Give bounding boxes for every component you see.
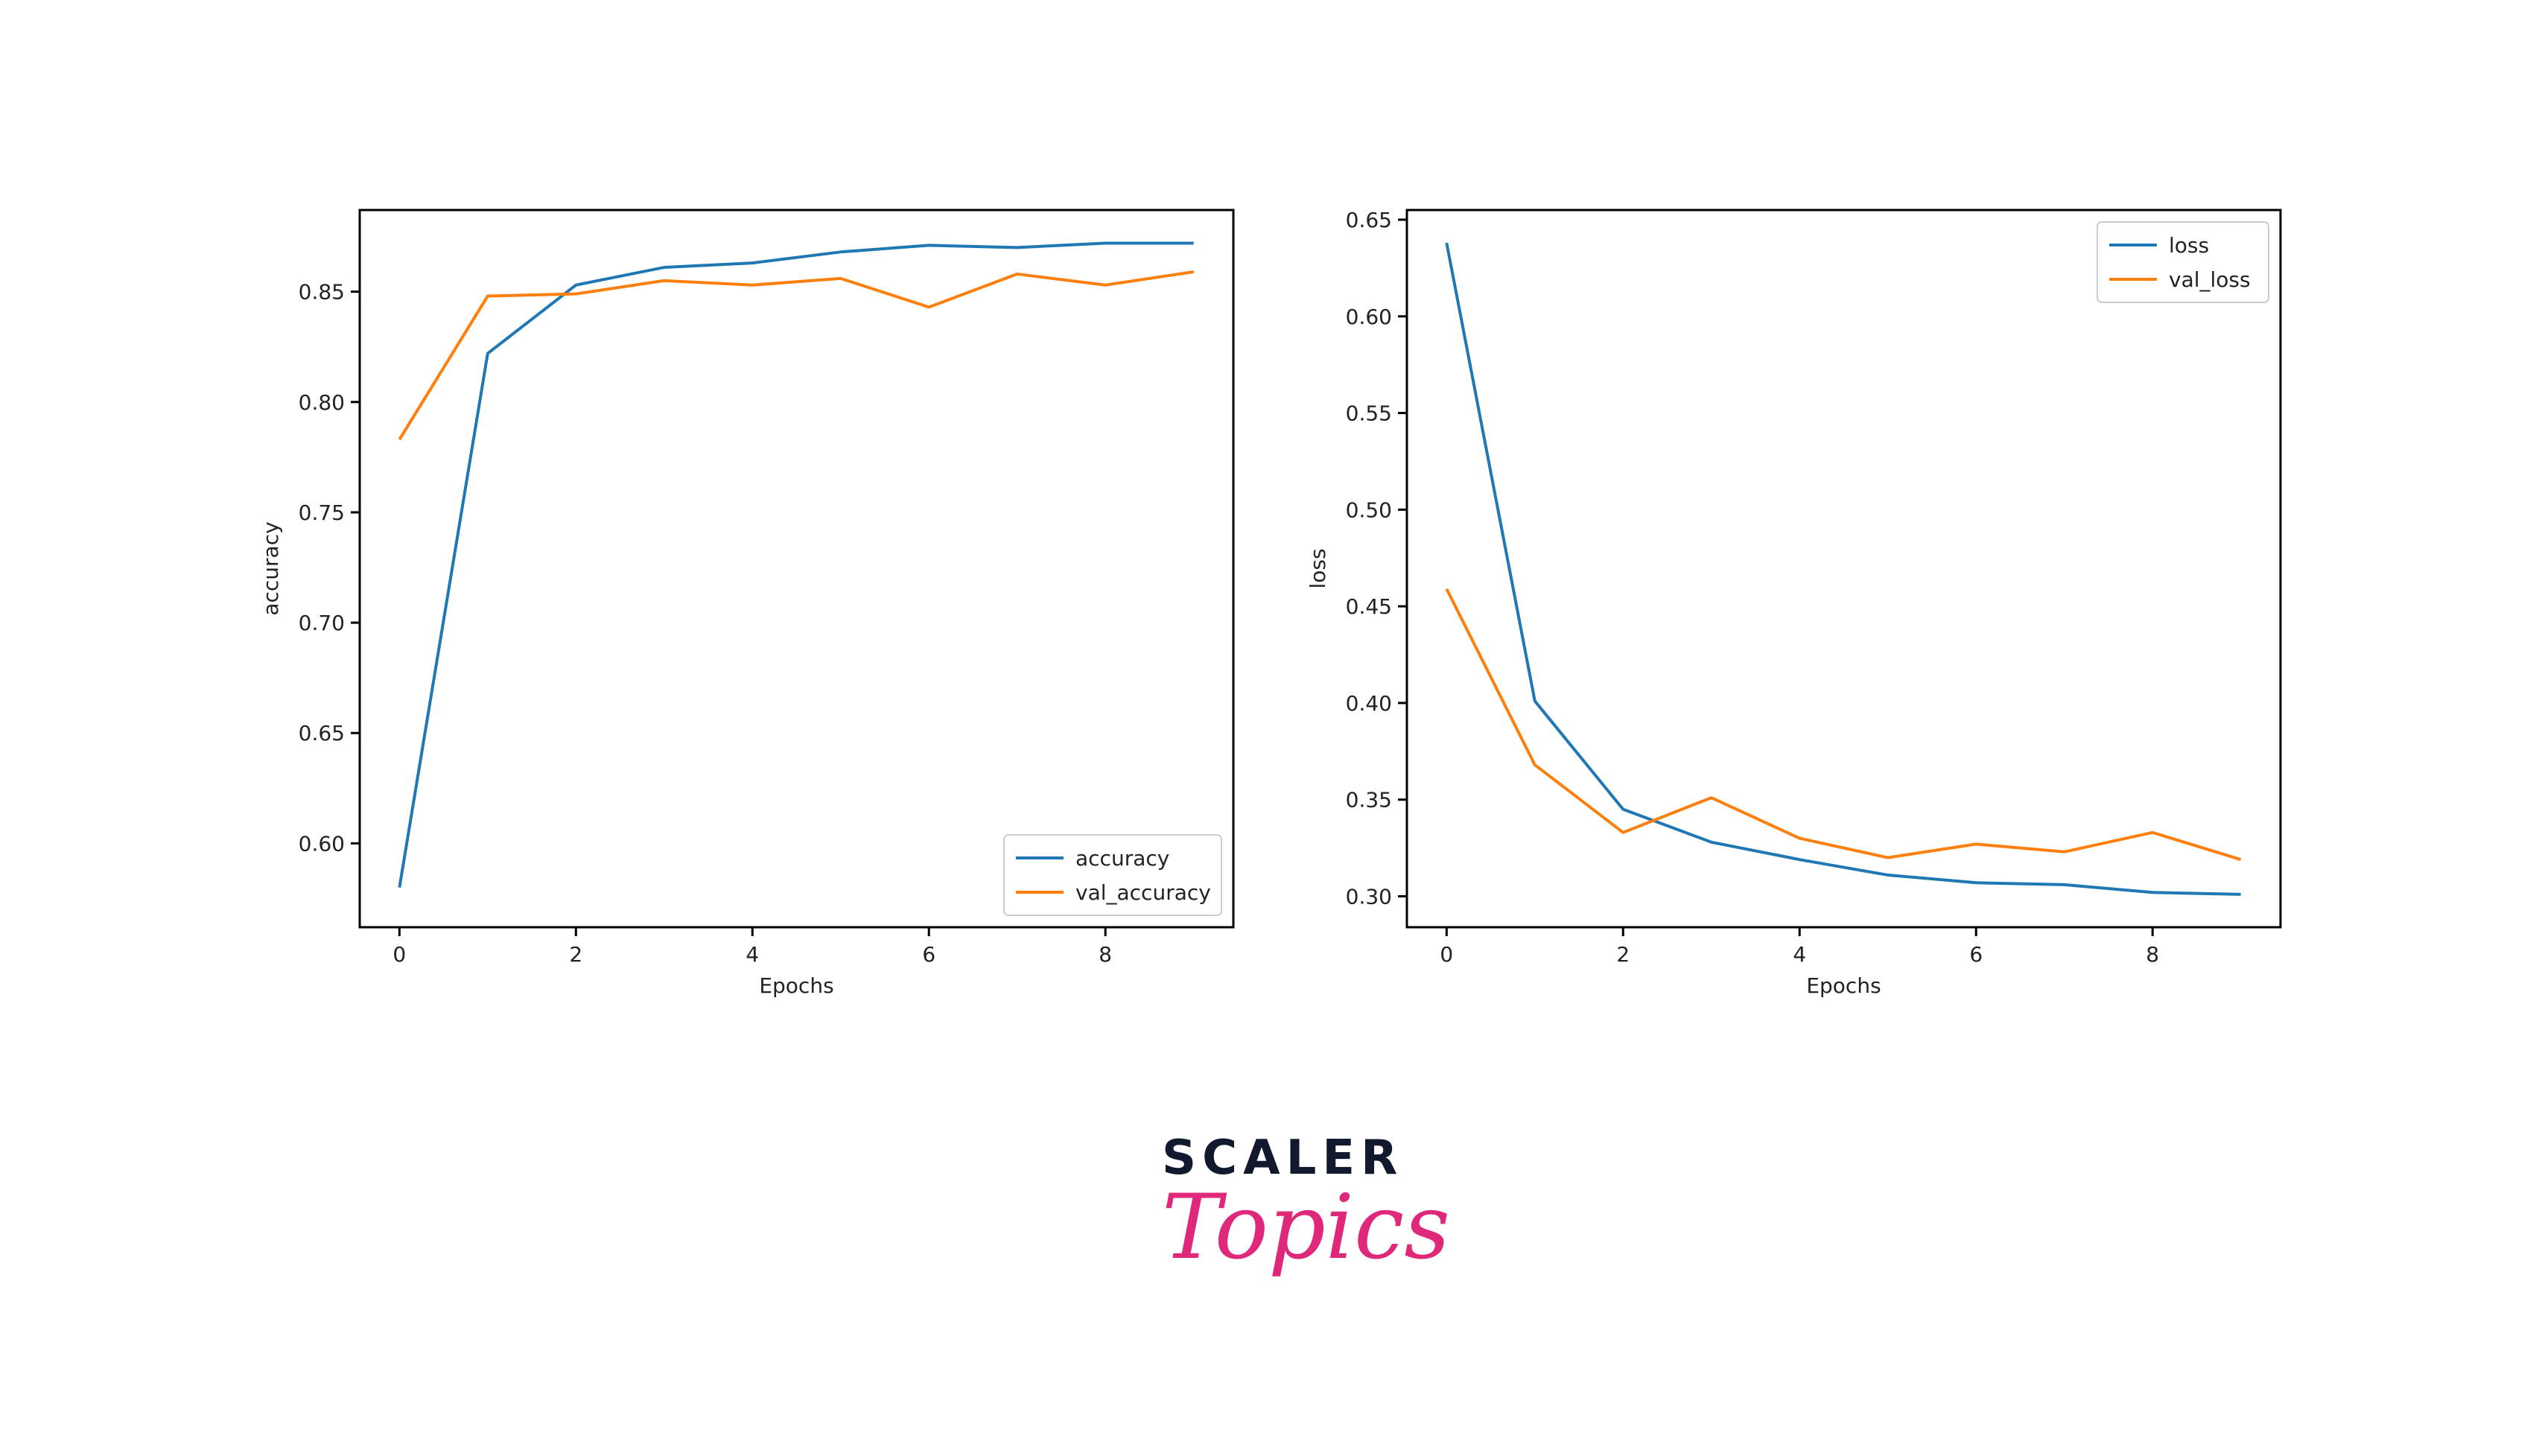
x-tick-label: 6 (1969, 942, 1983, 967)
y-tick-label: 0.45 (1346, 594, 1392, 619)
series-line-val_accuracy (398, 270, 1194, 441)
legend: loss val_loss (2097, 221, 2269, 303)
accuracy-chart: 0 2 4 6 8 0.60 0.65 0.70 0.75 0.80 0.85 Epochs accur… (258, 209, 1235, 998)
loss-chart: 0 2 4 6 8 0.30 0.35 0.40 0.45 0.50 0.55 0.60 0.65 Epo… (1306, 208, 2282, 998)
x-tick-label: 0 (1440, 942, 1453, 967)
scaler-topics-logo: SCALER Topics (1162, 1131, 1450, 1326)
plot-frame (1405, 209, 2282, 929)
x-tick-label: 4 (746, 942, 759, 967)
y-tick-label: 0.75 (299, 500, 345, 525)
logo-scaler-text: SCALER (1162, 1131, 1404, 1186)
x-tick-label: 2 (1616, 942, 1630, 967)
legend-label-val_accuracy: val_accuracy (1075, 880, 1211, 905)
y-tick-label: 0.55 (1346, 401, 1392, 426)
y-tick-label: 0.80 (299, 390, 345, 415)
legend-label-loss: loss (2169, 233, 2209, 258)
legend-box (2097, 221, 2269, 303)
series-line-loss (1445, 242, 2241, 896)
x-tick-label: 2 (569, 942, 582, 967)
x-tick-label: 0 (392, 942, 406, 967)
legend-label-val_loss: val_loss (2169, 267, 2251, 292)
y-tick-label: 0.60 (1346, 305, 1392, 329)
y-tick-label: 0.50 (1346, 497, 1392, 522)
y-tick-label: 0.40 (1346, 691, 1392, 716)
legend-label-accuracy: accuracy (1075, 846, 1169, 871)
logo-topics-text: Topics (1162, 1176, 1450, 1279)
legend: accuracy val_accuracy (1003, 834, 1222, 916)
x-axis-label: Epochs (1806, 973, 1881, 998)
plot-frame (358, 209, 1235, 929)
series-line-val_loss (1445, 588, 2242, 862)
x-tick-label: 8 (1099, 942, 1112, 967)
y-tick-label: 0.85 (299, 280, 345, 305)
y-tick-label: 0.35 (1346, 788, 1392, 813)
x-axis-label: Epochs (759, 973, 833, 998)
y-axis-label: loss (1306, 548, 1330, 588)
y-tick-label: 0.65 (1346, 208, 1392, 232)
x-tick-label: 8 (2146, 942, 2159, 967)
x-tick-label: 4 (1793, 942, 1806, 967)
y-tick-label: 0.60 (299, 831, 345, 856)
series-line-accuracy (398, 241, 1194, 888)
legend-box (1003, 834, 1222, 916)
x-tick-label: 6 (922, 942, 935, 967)
y-tick-label: 0.70 (299, 611, 345, 635)
y-axis-label: accuracy (258, 521, 283, 615)
y-tick-label: 0.30 (1346, 884, 1392, 909)
y-tick-label: 0.65 (299, 721, 345, 746)
